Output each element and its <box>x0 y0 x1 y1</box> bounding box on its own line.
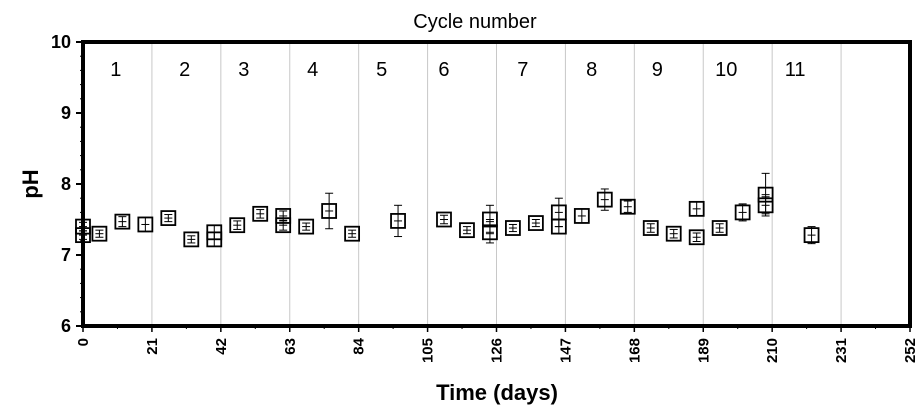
data-point <box>206 231 223 248</box>
data-point <box>229 217 246 234</box>
x-tick-label: 189 <box>695 338 712 363</box>
point-marker <box>688 229 705 246</box>
cycle-label-layer: 1 2 3 4 5 6 7 8 9 10 11 <box>110 59 805 81</box>
x-tick-label: 105 <box>420 338 437 363</box>
data-point <box>114 213 131 230</box>
point-marker <box>665 225 682 242</box>
point-marker <box>596 191 613 208</box>
data-point <box>459 222 475 239</box>
point-marker <box>344 225 361 242</box>
x-tick-label: 210 <box>764 338 781 363</box>
cycle-label: 3 <box>238 59 249 81</box>
x-tick-label: 42 <box>213 338 230 355</box>
y-axis-title: pH <box>18 169 43 198</box>
data-point <box>137 216 154 233</box>
cycle-label: 5 <box>376 59 387 81</box>
cycle-label: 10 <box>715 59 737 81</box>
point-marker <box>711 220 728 236</box>
cycle-label: 2 <box>179 59 190 81</box>
point-marker <box>321 203 338 219</box>
data-point <box>344 225 361 242</box>
x-tick-label: 168 <box>626 338 643 363</box>
data-point <box>688 200 705 217</box>
point-marker <box>275 217 292 234</box>
data-point <box>573 208 590 224</box>
data-point <box>390 204 406 238</box>
point-marker <box>160 210 177 226</box>
cycle-label: 7 <box>517 59 528 81</box>
cycle-label: 6 <box>438 59 449 81</box>
data-point <box>298 218 315 235</box>
x-axis-title: Time (days) <box>436 380 558 405</box>
point-marker <box>527 215 544 231</box>
point-marker <box>642 220 659 236</box>
data-point <box>436 211 452 228</box>
x-tick-label: 231 <box>833 338 850 363</box>
point-marker <box>550 218 567 235</box>
point-marker <box>619 198 636 215</box>
point-marker <box>114 213 131 230</box>
cycle-label: 4 <box>307 59 318 81</box>
point-marker <box>688 200 705 217</box>
point-marker <box>734 204 751 221</box>
point-marker <box>757 197 774 214</box>
point-marker <box>505 220 521 236</box>
cycle-label: 1 <box>110 59 121 81</box>
x-tick-label: 252 <box>902 338 919 363</box>
y-tick-label: 8 <box>61 174 71 194</box>
point-marker <box>436 211 452 228</box>
point-marker <box>390 213 406 229</box>
x-tick-label: 0 <box>75 338 92 346</box>
point-marker <box>229 217 246 234</box>
plot-frame <box>81 40 912 328</box>
data-point <box>688 229 705 246</box>
data-point <box>505 220 521 236</box>
data-point <box>803 226 820 245</box>
data-point <box>275 217 292 234</box>
y-tick-label: 9 <box>61 103 71 123</box>
cycle-label: 11 <box>785 59 806 81</box>
data-point <box>321 192 338 230</box>
data-point <box>252 205 269 222</box>
data-point <box>550 218 567 235</box>
cycle-label: 9 <box>652 59 663 81</box>
data-point <box>596 188 613 211</box>
y-tick-label: 6 <box>61 316 71 336</box>
data-point <box>482 221 498 244</box>
x-tick-label: 147 <box>557 338 574 363</box>
point-marker <box>252 205 269 222</box>
point-marker <box>91 225 108 242</box>
point-marker <box>803 227 820 244</box>
x-tick-label: 63 <box>282 338 299 355</box>
point-marker <box>206 231 223 248</box>
x-tick-label: 126 <box>489 338 506 363</box>
data-point <box>183 231 200 248</box>
data-point <box>665 225 682 242</box>
data-point <box>757 196 774 215</box>
data-point <box>160 210 177 226</box>
grid-layer <box>151 42 842 326</box>
point-marker <box>459 222 475 239</box>
point-marker <box>482 224 498 241</box>
data-point <box>642 220 659 236</box>
data-point <box>91 225 108 242</box>
data-point-layer <box>75 172 820 248</box>
data-point <box>527 215 544 231</box>
point-marker <box>573 208 590 224</box>
x-tick-label: 84 <box>351 337 368 354</box>
data-point <box>619 198 636 215</box>
point-marker <box>298 218 315 235</box>
y-tick-label: 7 <box>61 245 71 265</box>
cycle-label: 8 <box>586 59 597 81</box>
data-point <box>734 203 751 222</box>
y-tick-label: 10 <box>51 32 71 52</box>
data-point <box>711 220 728 236</box>
point-marker <box>183 231 200 248</box>
chart-title: Cycle number <box>413 11 537 33</box>
point-marker <box>137 216 154 233</box>
x-tick-label: 21 <box>144 338 161 355</box>
